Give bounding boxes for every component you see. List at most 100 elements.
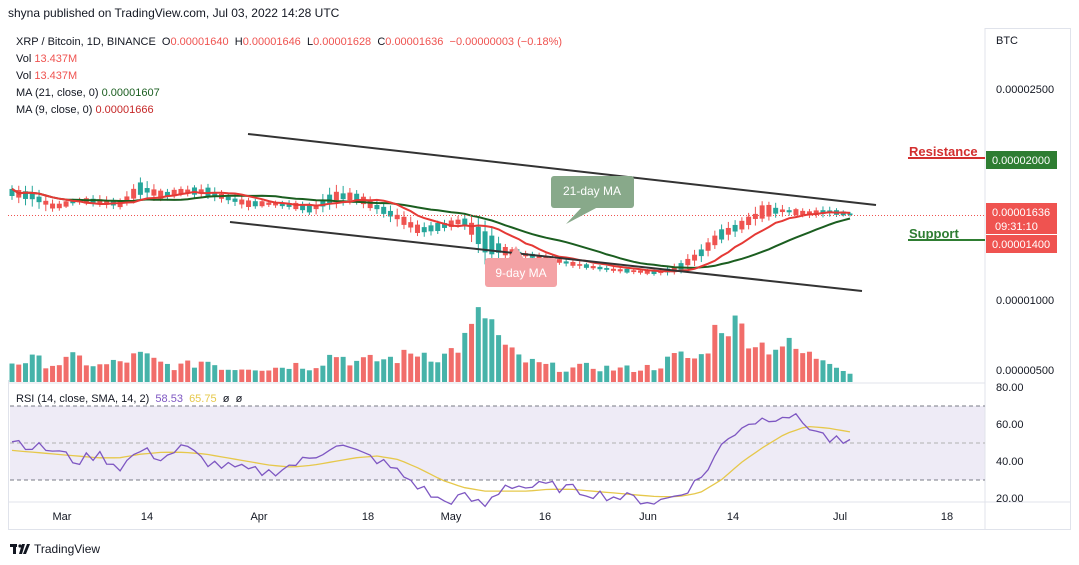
volume-bar (354, 360, 360, 382)
candle-body (387, 210, 393, 217)
candle-body (414, 224, 420, 233)
candle-body (570, 261, 576, 266)
close-label: C (377, 36, 386, 48)
candle-body (496, 243, 502, 253)
candle-body (719, 229, 725, 240)
candle-body (225, 196, 231, 201)
volume-bar (847, 373, 853, 382)
volume-bar (151, 357, 157, 382)
channel-upper-line[interactable] (247, 133, 877, 206)
support-price-tag (986, 235, 1057, 253)
volume-bar (171, 370, 177, 382)
volume-bar (779, 346, 785, 382)
candle-body (158, 190, 164, 199)
candle-body (286, 203, 292, 207)
volume-bar (806, 351, 812, 382)
candle-body (617, 269, 623, 272)
rsi-guides (10, 405, 985, 481)
candle-body (212, 192, 218, 196)
volume-bar (570, 367, 576, 382)
candle-body (151, 189, 157, 196)
volume-bar (219, 369, 224, 382)
volume-bar (273, 367, 279, 382)
volume-bar (428, 361, 434, 382)
low-value: 0.00001628 (313, 36, 372, 48)
candle-body (259, 201, 265, 207)
volume-bar (367, 354, 373, 382)
volume-bar (340, 356, 346, 382)
ma21-callout-text: 21-day MA (563, 184, 621, 198)
candle-body (678, 263, 684, 270)
volume-bar (259, 370, 265, 382)
candle-body (354, 193, 360, 201)
volume-bar (23, 363, 29, 382)
rsi-label: RSI (14, close, SMA, 14, 2) (16, 393, 150, 405)
time-tick: 18 (362, 511, 374, 523)
volume-bar (387, 356, 393, 382)
current-price-tag (986, 203, 1057, 234)
ma21-label: MA (21, close, 0) (16, 87, 99, 99)
volume-bar (117, 361, 123, 382)
volume-bar (516, 354, 522, 382)
volume-bar (509, 347, 515, 382)
candle-body (604, 268, 610, 270)
ma9-line (11, 188, 851, 273)
currency-label: BTC (996, 35, 1018, 47)
volume-bar (840, 370, 846, 382)
time-axis[interactable]: Mar 14 Apr 18 May 16 Jun 14 Jul 18 (53, 511, 954, 523)
volume-bar (617, 367, 623, 382)
volume-bar (401, 349, 407, 382)
symbol-label[interactable]: XRP / Bitcoin, 1D, BINANCE (16, 36, 156, 48)
channel-lower-line[interactable] (229, 221, 863, 292)
candle-body (746, 216, 752, 226)
volume-bar (543, 363, 549, 382)
time-tick: May (441, 511, 462, 523)
candle-body (590, 266, 596, 269)
candle-body (766, 204, 772, 217)
support-label: Support (909, 226, 959, 241)
high-value: 0.00001646 (242, 36, 301, 48)
candle-body (644, 270, 650, 274)
candle-body (651, 270, 657, 275)
volume-bar (766, 354, 772, 382)
candle-body (556, 259, 562, 263)
legend-ma9[interactable]: MA (9, close, 0) 0.00001666 (16, 104, 154, 116)
volume-bar (16, 364, 22, 382)
candle-body (279, 202, 285, 207)
vol-value: 13.437M (34, 53, 78, 65)
legend-vol-1[interactable]: Vol 13.437M (16, 53, 77, 65)
volume-bar (631, 371, 637, 382)
brand-name: TradingView (34, 542, 101, 556)
tradingview-footer[interactable]: TradingView (10, 542, 100, 556)
candle-body (124, 196, 130, 202)
volume-bar (455, 352, 461, 382)
open-label: O (161, 36, 171, 48)
volume-bar (725, 336, 731, 382)
volume-bar (833, 367, 839, 382)
volume-bar (590, 368, 596, 382)
candle-body (63, 201, 69, 207)
candle-body (36, 196, 42, 203)
legend-rsi[interactable]: RSI (14, close, SMA, 14, 2) 58.53 65.75 … (16, 393, 242, 405)
candle-body (246, 200, 252, 207)
publisher-line: shyna published on TradingView.com, Jul … (8, 6, 340, 20)
volume-bar (97, 364, 103, 382)
time-tick: Jun (639, 511, 657, 523)
ma21-callout: 21-day MA (551, 176, 634, 224)
volume-bar (36, 355, 42, 382)
volume-bar (70, 352, 76, 382)
candle-body (185, 189, 191, 193)
volume-bar (523, 362, 529, 382)
legend-vol-2[interactable]: Vol 13.437M (16, 70, 77, 82)
price-axis[interactable]: BTC 0.00002500 0.00001000 0.00000500 0.0… (986, 35, 1057, 377)
candle-body (171, 189, 177, 197)
candle-body (29, 193, 35, 200)
legend-ma21[interactable]: MA (21, close, 0) 0.00001607 (16, 87, 160, 99)
volume-bar (239, 369, 245, 382)
rsi-axis[interactable]: 80.00 60.00 40.00 20.00 (996, 382, 1024, 505)
volume-bar (408, 353, 414, 382)
volume-bar (300, 368, 306, 382)
volume-bar (90, 366, 96, 382)
rsi-sma-line (11, 425, 851, 498)
